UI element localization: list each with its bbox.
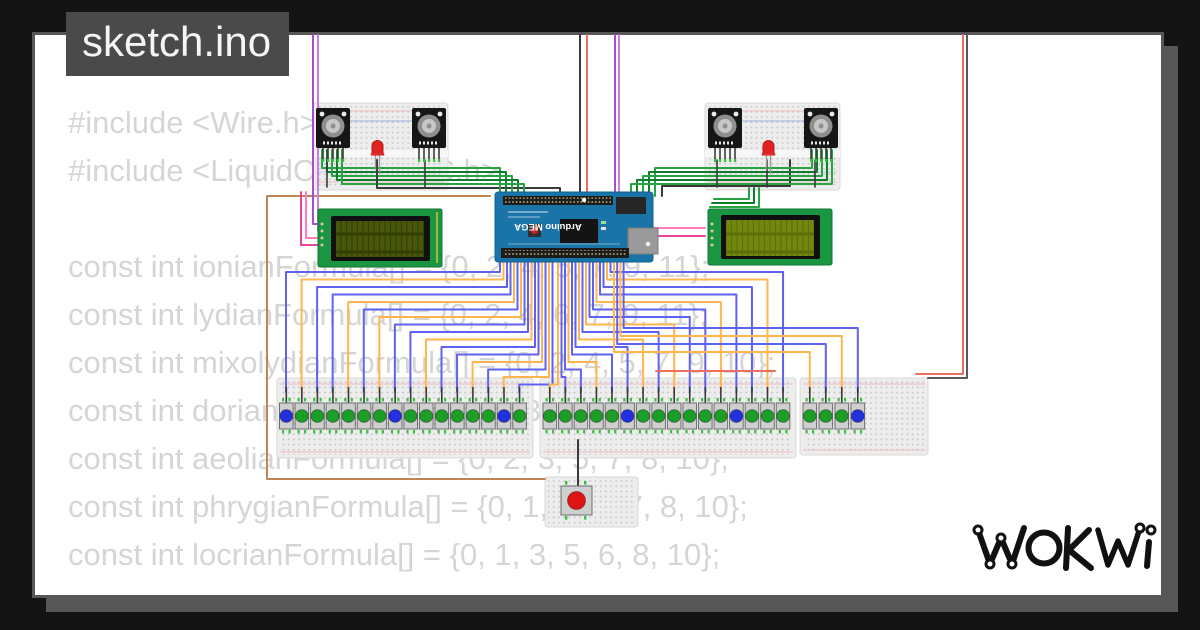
pushbutton-green[interactable] — [635, 387, 651, 434]
pushbutton-green[interactable] — [802, 387, 818, 434]
file-tab: sketch.ino — [66, 12, 290, 77]
pushbutton-green[interactable] — [434, 387, 450, 434]
wire-green — [341, 149, 525, 197]
wire-gray — [927, 34, 968, 379]
wire-green — [630, 149, 833, 197]
pushbutton-green[interactable] — [713, 387, 729, 434]
file-tab-label: sketch.ino — [82, 18, 272, 65]
wire-green — [642, 149, 823, 197]
arduino-label: Arduino MEGA — [514, 221, 582, 232]
wire-blue — [331, 251, 512, 393]
pushbutton-green[interactable] — [775, 387, 791, 434]
pushbutton-green[interactable] — [651, 387, 666, 434]
pushbutton-green[interactable] — [325, 387, 341, 434]
wire-orange — [548, 251, 559, 393]
pushbutton-blue[interactable] — [279, 387, 294, 434]
wire-orange — [613, 251, 811, 393]
arduino-mega[interactable]: Arduino MEGA — [494, 191, 659, 263]
pushbutton-green[interactable] — [589, 387, 604, 434]
wire-blue — [316, 251, 508, 393]
wire-orange — [424, 251, 533, 393]
wire-orange — [378, 251, 522, 393]
pushbutton-green[interactable] — [573, 387, 589, 434]
wire-blue — [440, 251, 536, 393]
pushbutton-green[interactable] — [356, 387, 372, 434]
button-row-3 — [802, 387, 866, 434]
lcd-display-left[interactable] — [317, 208, 443, 268]
pushbutton-green[interactable] — [834, 387, 850, 434]
wire-orange — [347, 251, 515, 393]
wire-blue — [592, 251, 707, 393]
pushbutton-green[interactable] — [403, 387, 418, 434]
pushbutton-green[interactable] — [450, 387, 465, 434]
pushbutton-blue[interactable] — [387, 387, 403, 434]
pushbutton-green[interactable] — [512, 387, 527, 434]
wire-orange — [585, 251, 676, 393]
code-line: #include <Wire.h> — [68, 105, 318, 140]
pushbutton-blue[interactable] — [496, 387, 512, 434]
wire-blue — [616, 251, 827, 393]
wire-blue — [560, 251, 567, 393]
pushbutton-green[interactable] — [760, 387, 775, 434]
wire-orange — [502, 251, 550, 393]
pushbutton-blue[interactable] — [729, 387, 744, 434]
button-row-2 — [542, 387, 791, 434]
wire-blue — [622, 251, 859, 393]
wire-orange — [619, 251, 843, 393]
pushbutton-green[interactable] — [698, 387, 713, 434]
wire-orange — [595, 251, 722, 393]
wire-fan-left — [285, 251, 554, 393]
wire-blue — [602, 251, 753, 393]
pushbutton-green[interactable] — [294, 387, 310, 434]
pushbutton-green[interactable] — [558, 387, 573, 434]
pushbutton-green[interactable] — [744, 387, 760, 434]
wire-green2 — [336, 149, 519, 197]
pushbutton-blue[interactable] — [850, 387, 866, 434]
wire-blue — [393, 251, 526, 393]
pushbutton-green[interactable] — [666, 387, 682, 434]
wire-green — [713, 187, 750, 200]
pushbutton-green[interactable] — [310, 387, 325, 434]
wire-fan-right — [548, 251, 859, 393]
pushbutton-green[interactable] — [341, 387, 356, 434]
button-row-1 — [279, 387, 527, 434]
wire-orange — [300, 251, 505, 393]
pushbutton-green[interactable] — [418, 387, 434, 434]
pushbutton-green[interactable] — [542, 387, 558, 434]
wire-green2 — [711, 187, 755, 204]
wire-orange — [471, 251, 543, 393]
pushbutton-green[interactable] — [682, 387, 698, 434]
wire-orange — [567, 251, 598, 393]
code-line: const int locrianFormula[] = {0, 1, 3, 5… — [68, 537, 721, 572]
pushbutton-blue[interactable] — [620, 387, 635, 434]
mini-button-group — [560, 481, 593, 520]
wire-green — [331, 149, 513, 197]
pushbutton-green[interactable] — [818, 387, 834, 434]
wire-blue — [487, 251, 547, 393]
wire-blue — [571, 251, 613, 393]
pushbutton-green[interactable] — [481, 387, 496, 434]
wire-green — [709, 187, 760, 208]
wire-blue — [574, 251, 629, 393]
pushbutton-green[interactable] — [372, 387, 387, 434]
wire-blue — [588, 251, 691, 393]
wokwi-logo-art — [972, 522, 1157, 571]
pushbutton-red[interactable] — [560, 481, 593, 520]
pushbutton-green[interactable] — [604, 387, 620, 434]
wire-blue — [409, 251, 529, 393]
wire-tan — [266, 195, 546, 480]
wire-blue — [564, 251, 582, 393]
wire-blue — [362, 251, 519, 393]
lcd-display-right[interactable] — [707, 208, 833, 266]
wire-blue — [456, 251, 540, 393]
wire-green2 — [636, 149, 828, 197]
pushbutton-green[interactable] — [465, 387, 481, 434]
wokwi-logo: WOKWI — [972, 516, 1162, 585]
wire-red — [915, 34, 964, 375]
wire-orange — [578, 251, 645, 393]
